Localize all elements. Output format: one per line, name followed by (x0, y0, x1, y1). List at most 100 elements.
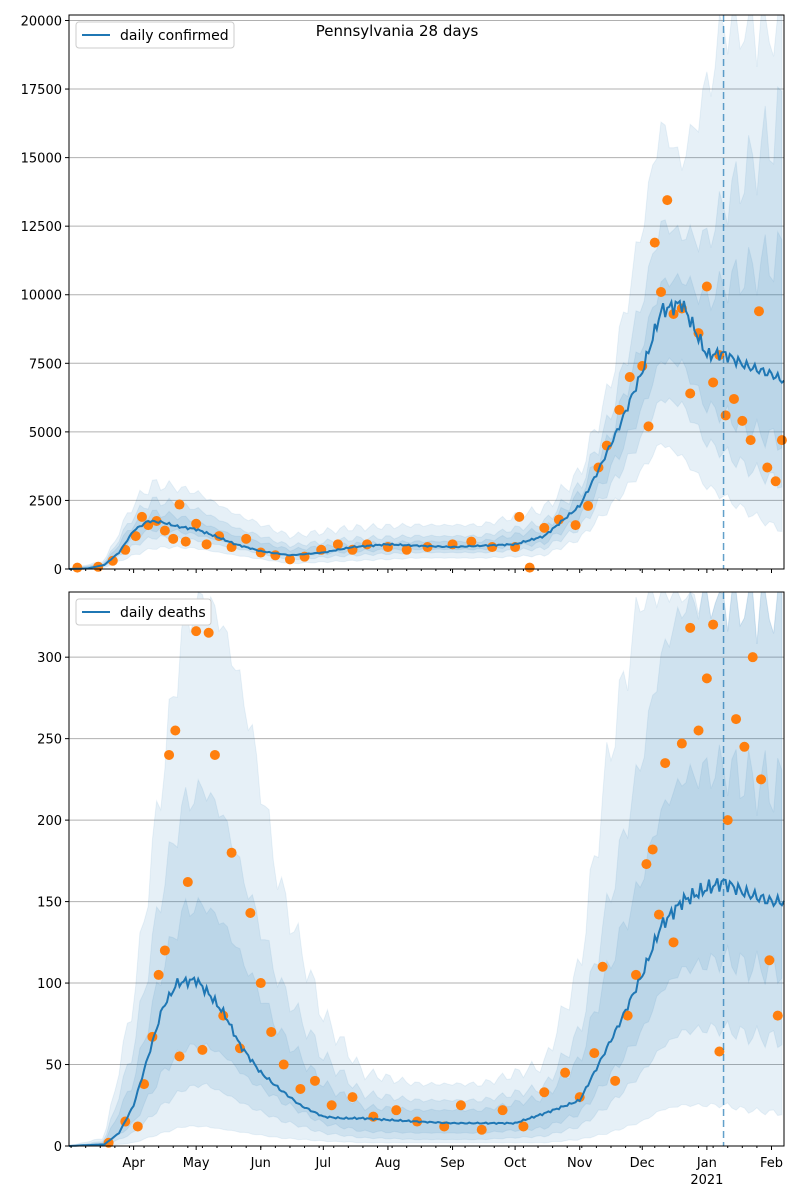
x-tick-label: Jun (250, 1156, 271, 1171)
y-tick-label: 200 (37, 814, 62, 829)
data-point (326, 1100, 337, 1111)
data-point (756, 774, 767, 785)
y-axis-daily-confirmed: 0 2500 5000 7500 10000 12500 15000 17500 20000 (21, 14, 69, 578)
plot-area-daily-deaths (69, 592, 784, 1146)
x-tick-label: Apr (122, 1156, 145, 1171)
legend-label: daily deaths (120, 605, 206, 621)
axes-frame (68, 591, 785, 1147)
data-point (332, 539, 343, 550)
data-point (649, 237, 660, 248)
data-point (731, 714, 742, 725)
x-tick-label: Oct (504, 1156, 526, 1171)
data-point (685, 622, 696, 633)
y-tick-label: 5000 (29, 426, 62, 441)
data-point (191, 518, 202, 529)
y-tick-label: 12500 (21, 220, 62, 235)
uncertainty-bands-daily-deaths (68, 590, 783, 1147)
legend-box (75, 21, 235, 49)
data-point (130, 531, 141, 542)
data-point (614, 404, 625, 415)
data-point (668, 937, 679, 948)
x-axis-months: Apr May Jun Jul Aug Sep Oct Nov Dec Jan Feb (70, 1146, 783, 1171)
x-axis-year-label: 2021 (690, 1173, 723, 1188)
data-point (720, 410, 731, 421)
data-point (182, 877, 193, 888)
data-point (362, 539, 373, 550)
data-point (753, 306, 764, 317)
data-point (391, 1105, 402, 1116)
data-point (132, 1121, 143, 1132)
y-tick-label: 7500 (29, 357, 62, 372)
data-point (72, 562, 83, 573)
data-point (278, 1059, 289, 1070)
data-point (401, 544, 412, 555)
y-tick-label: 250 (37, 733, 62, 748)
data-point (170, 725, 181, 736)
data-point (630, 969, 641, 980)
data-point (660, 758, 671, 769)
data-point (255, 978, 266, 989)
data-point (191, 626, 202, 637)
model-line-daily-confirmed (68, 298, 785, 570)
data-point (203, 627, 214, 638)
data-point (641, 859, 652, 870)
data-point (662, 195, 673, 206)
x-tick-label: May (183, 1156, 210, 1171)
data-point (136, 511, 147, 522)
y-tick-label: 2500 (29, 494, 62, 509)
data-point (739, 741, 750, 752)
data-point (653, 909, 664, 920)
y-tick-label: 150 (37, 896, 62, 911)
uncertainty-band (68, 591, 783, 1147)
data-point (476, 1124, 487, 1135)
legend-daily-confirmed: daily confirmed (75, 21, 235, 49)
data-point (226, 847, 237, 858)
data-point (174, 1051, 185, 1062)
legend-box (75, 598, 212, 626)
y-tick-label: 10000 (21, 289, 62, 304)
data-point (487, 542, 498, 553)
y-tick-label: 50 (45, 1059, 62, 1074)
data-point (518, 1121, 529, 1132)
data-point (497, 1105, 508, 1116)
data-point (159, 525, 170, 536)
series-line (68, 878, 785, 1147)
y-tick-label: 0 (54, 1140, 62, 1155)
data-point (728, 393, 739, 404)
data-point (643, 421, 654, 432)
x-tick-label: Jan (696, 1156, 717, 1171)
data-point (168, 533, 179, 544)
data-point (624, 372, 635, 383)
y-tick-label: 20000 (21, 14, 62, 29)
data-point (455, 1100, 466, 1111)
axes-frame (68, 14, 785, 570)
data-point (174, 499, 185, 510)
data-point (764, 955, 775, 966)
x-tick-label: Sep (440, 1156, 465, 1171)
x-tick-label: Nov (567, 1156, 593, 1171)
data-point (560, 1067, 571, 1078)
data-point (284, 554, 295, 565)
data-point (762, 462, 773, 473)
y-tick-label: 15000 (21, 152, 62, 167)
uncertainty-band (68, 744, 783, 1147)
data-point (245, 907, 256, 918)
y-tick-label: 17500 (21, 83, 62, 98)
observed-points-daily-deaths (103, 619, 783, 1148)
panel-daily-confirmed: 0 2500 5000 7500 10000 12500 15000 17500 20000 d… (21, 14, 787, 578)
data-point (180, 536, 191, 547)
data-point (647, 844, 658, 855)
x-tick-label: Feb (760, 1156, 783, 1171)
data-point (164, 749, 175, 760)
data-point (514, 511, 525, 522)
uncertainty-band (68, 14, 783, 570)
data-point (597, 961, 608, 972)
data-point (745, 435, 756, 446)
data-point (693, 725, 704, 736)
x-tick-label: Dec (630, 1156, 655, 1171)
panel-daily-deaths: 0 50 100 150 200 250 300 Apr May Jun Jul Aug Sep Oct… (37, 590, 785, 1188)
data-point (747, 652, 758, 663)
data-point (524, 562, 535, 573)
x-tick-label: Jul (314, 1156, 331, 1171)
